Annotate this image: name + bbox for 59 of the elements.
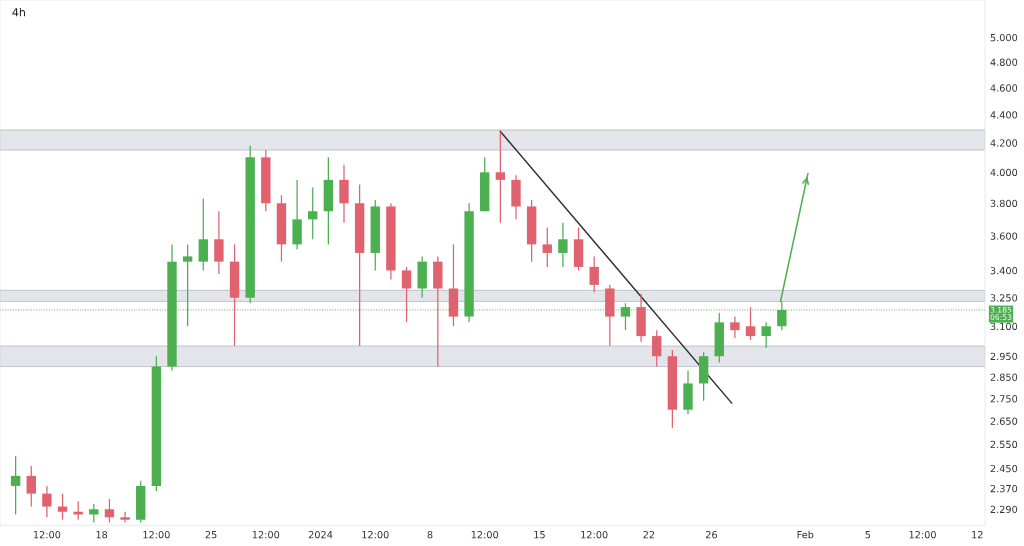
x-tick-label: 22: [643, 530, 655, 539]
x-tick-label: 25: [205, 530, 217, 539]
candlestick: [26, 465, 36, 508]
y-tick-label: 4.000: [990, 168, 1018, 177]
candlestick: [558, 222, 568, 268]
candlestick: [401, 266, 412, 323]
x-tick-label: 5: [865, 531, 871, 539]
x-tick-label: 18: [96, 530, 108, 539]
y-tick-label: 2.290: [990, 505, 1018, 514]
candlestick: [730, 315, 740, 339]
y-tick-label: 4.800: [990, 58, 1018, 66]
y-tick-label: 2.850: [990, 373, 1018, 381]
y-tick-label: 2.370: [990, 484, 1018, 493]
y-tick-label: 3.400: [990, 266, 1018, 275]
y-tick-label: 4.600: [990, 84, 1018, 92]
candlestick: [57, 492, 68, 521]
candlestick: [89, 503, 99, 524]
candlestick: [214, 210, 224, 275]
x-tick-label: 26: [705, 530, 718, 539]
y-tick-label: 2.450: [990, 464, 1018, 473]
y-tick-label: 3.600: [990, 232, 1018, 240]
candlestick: [308, 186, 318, 240]
candlestick: [104, 498, 115, 524]
candlestick: [745, 306, 756, 341]
candlestick: [73, 500, 83, 521]
y-tick-label: 4.200: [990, 139, 1018, 147]
candlestick: [120, 511, 130, 524]
x-tick-label: 12:00: [33, 530, 61, 539]
y-tick-label: 5.000: [990, 33, 1018, 42]
x-tick-label: 12:00: [252, 530, 280, 539]
candlestick: [652, 329, 662, 368]
y-tick-label: 2.950: [990, 352, 1018, 361]
y-tick-label: 2.750: [990, 395, 1018, 403]
y-tick-label: 3.100: [990, 322, 1018, 331]
x-tick-label: 12:00: [909, 530, 936, 539]
x-tick-label: 12:00: [143, 530, 170, 539]
candlestick: [10, 455, 21, 516]
y-tick-label: 3.800: [990, 199, 1018, 208]
candlestick: [620, 302, 631, 331]
text: 4h: [12, 7, 25, 17]
candlestick: [339, 164, 349, 224]
candlestick: [589, 255, 599, 293]
x-tick-label: 12:00: [471, 530, 499, 539]
x-tick-label: 15: [534, 531, 545, 539]
candlestick: [42, 485, 52, 518]
y-tick-label: 2.550: [990, 440, 1018, 449]
x-tick-label: 2024: [308, 530, 333, 539]
candlestick: [761, 321, 771, 349]
candlestick: [198, 197, 208, 272]
candlestick: [495, 130, 506, 224]
x-tick-label: 8: [427, 530, 433, 539]
y-tick-label: 2.650: [990, 417, 1018, 425]
y-tick-label: 3.250: [990, 294, 1018, 302]
x-tick-label: 12:00: [581, 530, 608, 539]
x-tick-label: 12: [972, 530, 983, 539]
y-tick-label: 4.400: [990, 111, 1018, 119]
candlestick: [542, 226, 552, 268]
x-tick-label: Feb: [797, 530, 814, 539]
x-tick-label: 12:00: [362, 530, 389, 539]
